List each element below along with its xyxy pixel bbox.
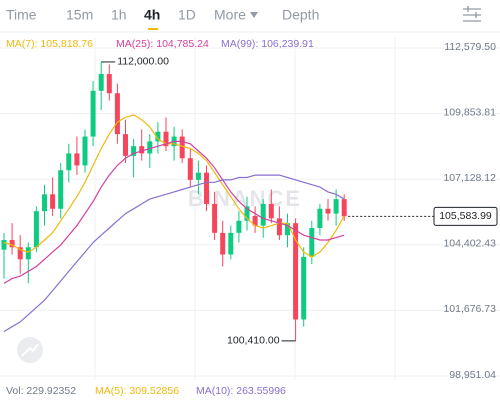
legend-ma25: MA(25): 104,785.24: [116, 38, 209, 50]
candle-body: [252, 215, 258, 226]
high-marker-label: 112,000.00: [117, 56, 169, 68]
legend-ma99: MA(99): 106,239.91: [221, 38, 314, 50]
candle-body: [260, 203, 266, 226]
candle-body: [317, 208, 323, 229]
candle-body: [341, 199, 347, 217]
candle-body: [212, 203, 218, 233]
candle-body: [333, 199, 339, 214]
candle-body: [25, 247, 31, 260]
candle-body: [244, 206, 250, 221]
tab-active[interactable]: 4h: [144, 7, 160, 23]
y-tick-label: 109,853.81: [443, 106, 496, 118]
y-tick-label: 107,128.12: [443, 172, 496, 184]
candle-body: [131, 146, 137, 156]
candle-body: [309, 228, 315, 257]
y-tick-label: 98,951.04: [449, 369, 496, 381]
y-tick-label: 112,579.50: [444, 41, 496, 53]
plot: 112,000.00 100,410.00 105,583.99: [1, 56, 498, 347]
candle-body: [42, 194, 47, 212]
tab[interactable]: Depth: [282, 7, 319, 23]
candle-body: [114, 93, 120, 135]
candle-body: [1, 240, 7, 250]
candle-body: [9, 240, 15, 248]
candle-body: [82, 136, 88, 166]
candle-body: [98, 73, 104, 91]
candle-body: [17, 247, 23, 260]
ma-line: [3, 174, 345, 333]
candle-body: [147, 141, 153, 154]
tab-dropdown[interactable]: More: [214, 7, 246, 23]
candle-body: [187, 158, 193, 180]
candle-body: [195, 172, 201, 180]
tab[interactable]: 15m: [66, 7, 93, 23]
legend-ma7: MA(7): 105,818.76: [6, 38, 93, 50]
candle-body: [123, 134, 128, 156]
candle-body: [204, 172, 209, 204]
candle-body: [139, 146, 145, 154]
tab[interactable]: 1h: [111, 7, 127, 23]
low-marker-label: 100,410.00: [227, 335, 280, 347]
candle-body: [90, 90, 96, 137]
tab[interactable]: 1D: [178, 7, 196, 23]
current-price-label: 105,583.99: [439, 210, 492, 222]
logo: [17, 337, 43, 363]
candle-body: [179, 136, 185, 159]
y-tick-label: 104,402.43: [443, 238, 496, 250]
candle-body: [66, 153, 72, 171]
volume-ma5: MA(5): 309.52856: [95, 385, 179, 397]
current-price-box: [433, 206, 498, 226]
candle-body: [220, 232, 226, 255]
candle-body: [236, 220, 242, 233]
candle-body: [155, 131, 161, 142]
candle-body: [58, 170, 64, 209]
timeframe-tabs: Time 15m 1h 4h 1D More Depth: [6, 6, 481, 30]
candle-body: [276, 218, 282, 236]
active-underline: [148, 28, 158, 30]
grid: 112,579.50 109,853.81 107,128.12 104,402.43…: [0, 38, 500, 381]
candle-body: [50, 194, 56, 209]
candle-body: [163, 131, 169, 147]
volume-legend: Vol: 229.92352: [6, 385, 76, 397]
candle-body: [228, 232, 234, 255]
candle-body: [301, 256, 307, 320]
candle-body: [285, 223, 290, 236]
candle-body: [33, 211, 39, 248]
candle-body: [268, 203, 274, 219]
candle-body: [106, 73, 112, 94]
settings-icon[interactable]: [463, 6, 481, 22]
ma-line: [3, 114, 345, 258]
volume-ma10: MA(10): 263.55996: [196, 385, 286, 397]
candle-body: [293, 223, 299, 320]
candle-body: [74, 153, 80, 166]
tab[interactable]: Time: [6, 7, 37, 23]
y-tick-label: 101,676.73: [443, 303, 496, 315]
ma-line: [3, 140, 345, 284]
candle-body: [325, 208, 331, 214]
dropdown-caret: [250, 12, 258, 18]
